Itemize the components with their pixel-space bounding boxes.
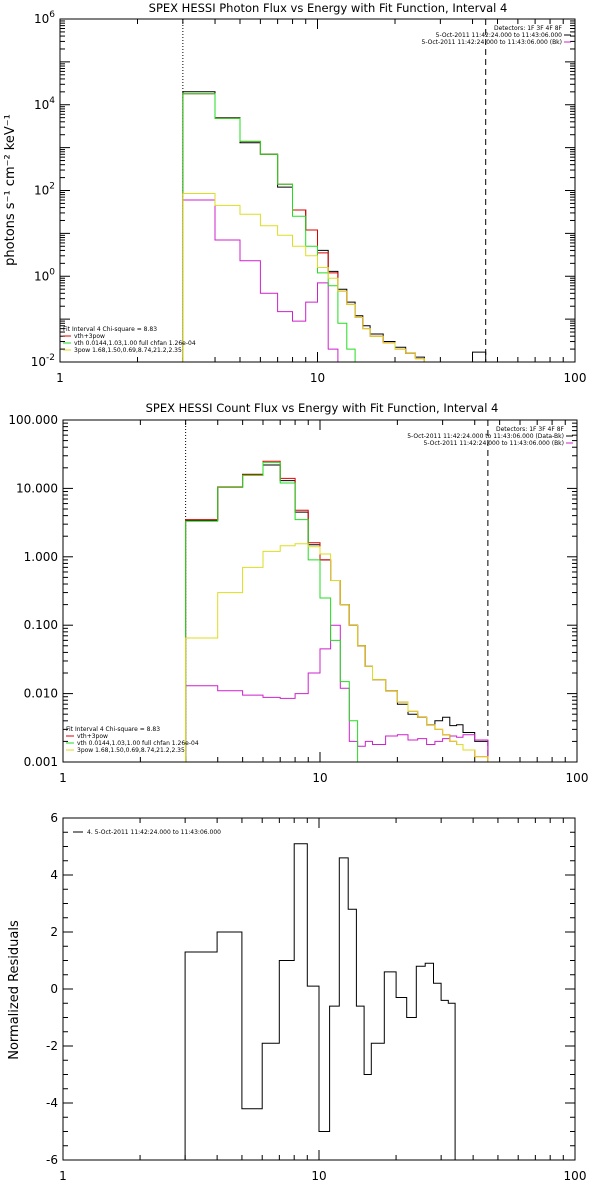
photon-flux-x-tick-label: 10 xyxy=(310,371,325,385)
residuals-y-tick-label: 4 xyxy=(50,868,58,882)
photon-flux-x-tick-label: 1 xyxy=(56,371,64,385)
photon-flux-legend-bottom-text: Fit Interval 4 Chi-square = 8.83 xyxy=(63,326,157,333)
photon-flux-legend-bottom-text: vth 0.0144,1.03,1.00 full chfan 1.26e-04 xyxy=(74,340,196,347)
count-flux-plot-area: 1 10 100 0.001 0.010 0.100 1.000 10.000 100.000 xyxy=(8,413,588,785)
photon-flux-legend-bottom-text: vth+3pow xyxy=(74,333,105,340)
count-flux-legend-top: Detectors: 1F 3F 4F 8F5-Oct-2011 11:42:2… xyxy=(407,426,573,447)
count-flux-legend-bottom-text: 3pow 1.68,1.50,0.69,8.74,21.2,2.35 xyxy=(77,747,185,754)
count-flux-legend-top-text: 5-Oct-2011 11:42:24.000 to 11:43:06.000 … xyxy=(407,433,564,440)
photon-flux-legend-top-text: Detectors: 1F 3F 4F 8F xyxy=(494,25,563,32)
residuals-y-tick-label: -4 xyxy=(46,1096,58,1110)
residuals-y-tick-label: -2 xyxy=(46,1039,58,1053)
residuals-y-tick-label: -6 xyxy=(46,1153,58,1167)
photon-flux-x-tick-label: 100 xyxy=(564,371,587,385)
count-flux-legend-top-text: Detectors: 1F 3F 4F 8F xyxy=(496,426,565,433)
photon-flux-y-tick-label: 10-2 xyxy=(31,353,55,369)
photon-flux-y-axis-label: photons s⁻¹ cm⁻² keV⁻¹ xyxy=(3,114,18,266)
photon-flux-y-tick-label: 104 xyxy=(34,96,55,112)
residuals-legend-text: 4. 5-Oct-2011 11:42:24.000 to 11:43:06.0… xyxy=(87,829,221,836)
count-flux-legend-top-text: 5-Oct-2011 11:42:24.000 to 11:43:06.000 … xyxy=(424,440,565,447)
residuals-ylabel: Normalized Residuals xyxy=(7,920,22,1060)
photon-flux-panel: SPEX HESSI Photon Flux vs Energy with Fi… xyxy=(3,1,586,385)
photon-flux-legend-top-text: 5-Oct-2011 11:42:24.000 to 11:43:06.000 xyxy=(436,32,562,39)
residuals-legend: 4. 5-Oct-2011 11:42:24.000 to 11:43:06.0… xyxy=(73,829,221,836)
photon-flux-frame xyxy=(59,18,576,363)
photon-flux-plot-area: 1 10 100 10-2 100 102 104 106 xyxy=(31,10,587,385)
count-flux-legend-bottom-text: vth+3pow xyxy=(77,733,108,740)
count-flux-legend-bottom-text: vth 0.0144,1.03,1.00 full chfan 1.26e-04 xyxy=(77,740,199,747)
count-flux-legend-bottom: Fit Interval 4 Chi-square = 8.83vth+3pow… xyxy=(66,726,199,754)
photon-flux-series-4 xyxy=(182,193,425,362)
count-flux-title: SPEX HESSI Count Flux vs Energy with Fit… xyxy=(146,401,499,415)
count-flux-series-group xyxy=(185,460,501,762)
photon-flux-ylabel: photons s⁻¹ cm⁻² keV⁻¹ xyxy=(3,114,18,266)
count-flux-x-tick-label: 10 xyxy=(312,771,327,785)
residuals-panel: 1 10 100 -6 -4 -2 0 2 4 6 Normalized Residuals 4.… xyxy=(7,811,586,1183)
photon-flux-y-tick-label: 100 xyxy=(34,267,55,283)
count-flux-x-tick-label: 1 xyxy=(59,771,67,785)
count-flux-frame xyxy=(62,419,578,763)
residuals-y-axis-label: Normalized Residuals xyxy=(7,920,22,1060)
photon-flux-series-3 xyxy=(182,93,356,362)
count-flux-y-tick-label: 100.000 xyxy=(8,413,58,427)
count-flux-panel: SPEX HESSI Count Flux vs Energy with Fit… xyxy=(8,401,588,785)
residuals-x-tick-label: 10 xyxy=(311,1169,326,1183)
residuals-frame xyxy=(62,817,576,1161)
residuals-y-tick-label: 0 xyxy=(50,982,58,996)
residuals-y-tick-label: 6 xyxy=(50,811,58,825)
count-flux-y-tick-label: 0.010 xyxy=(24,687,58,701)
photon-flux-legend-bottom-text: 3pow 1.68,1.50,0.69,8.74,21.2,2.35 xyxy=(74,347,182,354)
count-flux-y-tick-label: 0.100 xyxy=(24,618,58,632)
residuals-y-tick-label: 2 xyxy=(50,925,58,939)
count-flux-series-4 xyxy=(185,543,501,762)
residuals-x-tick-label: 1 xyxy=(59,1169,67,1183)
photon-flux-series-group xyxy=(182,91,487,362)
photon-flux-series-1 xyxy=(182,199,339,362)
photon-flux-legend-top-text: 5-Oct-2011 11:42:24.000 to 11:43:06.000 … xyxy=(422,39,563,46)
count-flux-y-tick-label: 0.001 xyxy=(24,755,58,769)
count-flux-y-tick-label: 10.000 xyxy=(16,481,58,495)
count-flux-legend-bottom-text: Fit Interval 4 Chi-square = 8.83 xyxy=(66,726,160,733)
photon-flux-title: SPEX HESSI Photon Flux vs Energy with Fi… xyxy=(149,1,508,15)
photon-flux-legend-bottom: Fit Interval 4 Chi-square = 8.83vth+3pow… xyxy=(63,326,196,354)
photon-flux-y-tick-label: 106 xyxy=(34,10,55,26)
count-flux-series-3 xyxy=(185,461,366,762)
photon-flux-y-tick-label: 102 xyxy=(34,182,55,198)
residuals-x-tick-label: 100 xyxy=(564,1169,587,1183)
photon-flux-legend-top: Detectors: 1F 3F 4F 8F5-Oct-2011 11:42:2… xyxy=(422,25,571,46)
residuals-series-0 xyxy=(184,843,456,1160)
residuals-series-group xyxy=(184,843,456,1160)
count-flux-y-tick-label: 1.000 xyxy=(24,550,58,564)
count-flux-x-tick-label: 100 xyxy=(566,771,589,785)
